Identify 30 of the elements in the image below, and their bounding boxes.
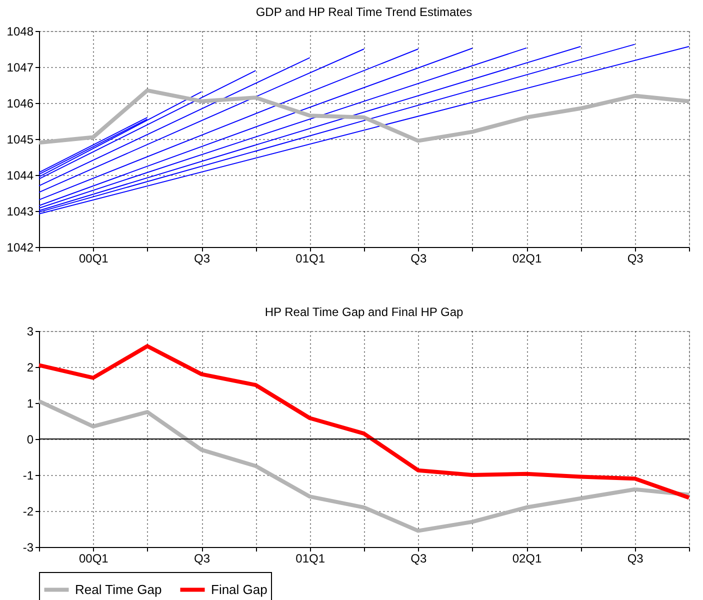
- x-tick-label: 02Q1: [512, 552, 542, 566]
- y-tick-label: 1042: [6, 240, 34, 254]
- y-tick-label: -3: [22, 540, 34, 554]
- chart-title: GDP and HP Real Time Trend Estimates: [256, 5, 472, 19]
- legend-label: Final Gap: [211, 582, 268, 597]
- y-tick-label: 1048: [6, 24, 34, 38]
- legend-label: Real Time Gap: [75, 582, 162, 597]
- y-tick-label: 3: [26, 324, 34, 338]
- x-tick-label: 00Q1: [78, 252, 109, 266]
- y-tick-label: 1045: [6, 132, 34, 146]
- chart-title: HP Real Time Gap and Final HP Gap: [264, 305, 464, 319]
- x-tick-label: 01Q1: [296, 552, 326, 566]
- y-tick-label: 1: [26, 396, 34, 410]
- x-tick-label: Q3: [627, 252, 644, 266]
- y-tick-label: 1046: [6, 96, 34, 110]
- y-tick-label: -2: [22, 504, 34, 518]
- x-tick-label: Q3: [627, 552, 644, 566]
- x-tick-label: Q3: [194, 252, 210, 266]
- x-tick-label: 02Q1: [512, 252, 542, 266]
- y-tick-label: 1044: [6, 168, 34, 182]
- y-tick-label: 1047: [6, 60, 34, 74]
- x-tick-label: Q3: [410, 552, 427, 566]
- y-tick-label: 1043: [6, 204, 34, 218]
- x-tick-label: Q3: [410, 252, 427, 266]
- y-tick-label: 0: [26, 432, 34, 446]
- x-tick-label: 01Q1: [296, 252, 326, 266]
- y-tick-label: -1: [22, 468, 34, 482]
- y-tick-label: 2: [26, 360, 34, 374]
- x-tick-label: Q3: [194, 552, 210, 566]
- x-tick-label: 00Q1: [78, 552, 109, 566]
